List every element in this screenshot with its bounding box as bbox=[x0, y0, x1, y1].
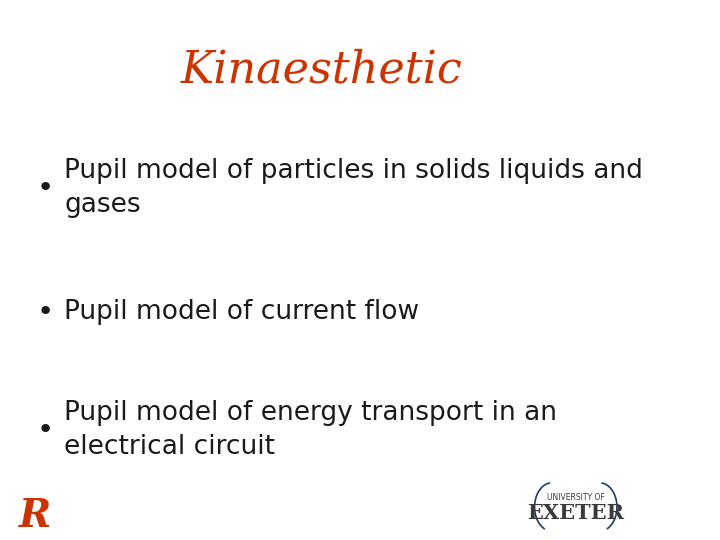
Text: •: • bbox=[37, 298, 54, 326]
Text: Pupil model of energy transport in an
electrical circuit: Pupil model of energy transport in an el… bbox=[64, 400, 557, 460]
Text: •: • bbox=[37, 174, 54, 202]
Text: UNIVERSITY OF: UNIVERSITY OF bbox=[547, 493, 605, 502]
Text: •: • bbox=[37, 416, 54, 444]
Text: Pupil model of particles in solids liquids and
gases: Pupil model of particles in solids liqui… bbox=[64, 158, 643, 218]
Text: Pupil model of current flow: Pupil model of current flow bbox=[64, 299, 420, 325]
Text: Kinaesthetic: Kinaesthetic bbox=[181, 48, 462, 91]
Text: R: R bbox=[19, 497, 52, 535]
Text: EXETER: EXETER bbox=[527, 503, 624, 523]
